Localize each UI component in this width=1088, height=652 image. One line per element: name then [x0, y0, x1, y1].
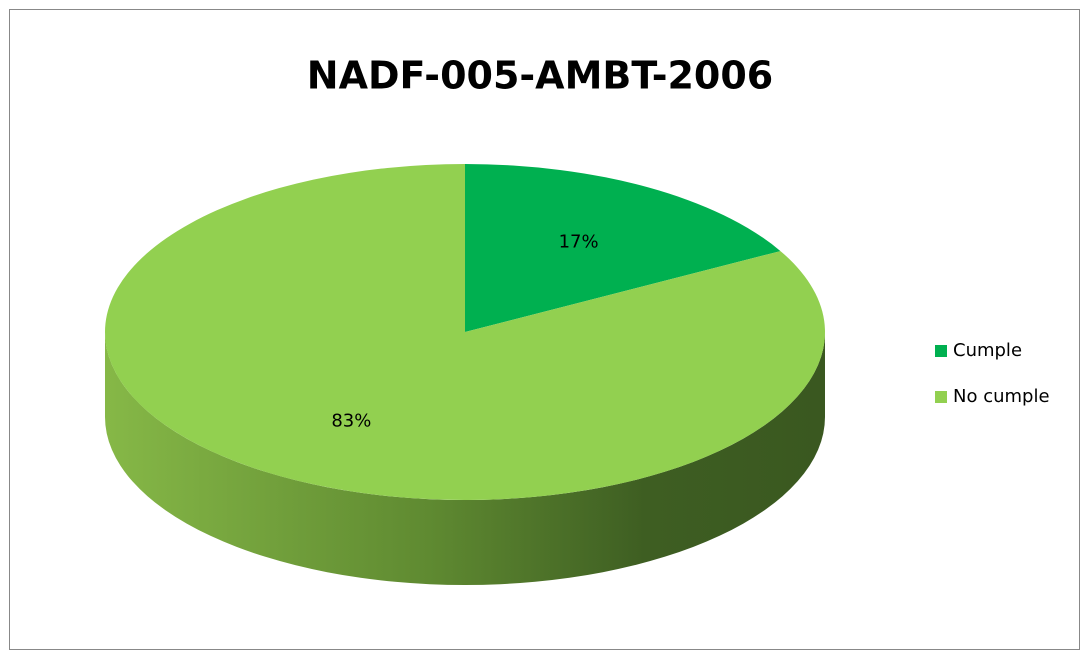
legend-swatch [935, 391, 947, 403]
legend-label: No cumple [953, 386, 1050, 407]
pie-side [105, 332, 825, 585]
data-label: 83% [331, 411, 371, 432]
legend-swatch [935, 345, 947, 357]
data-label: 17% [559, 231, 599, 252]
pie-slice [465, 164, 781, 332]
chart-title: NADF-005-AMBT-2006 [307, 54, 773, 98]
legend-label: Cumple [953, 340, 1022, 361]
pie-slice [104, 164, 825, 500]
